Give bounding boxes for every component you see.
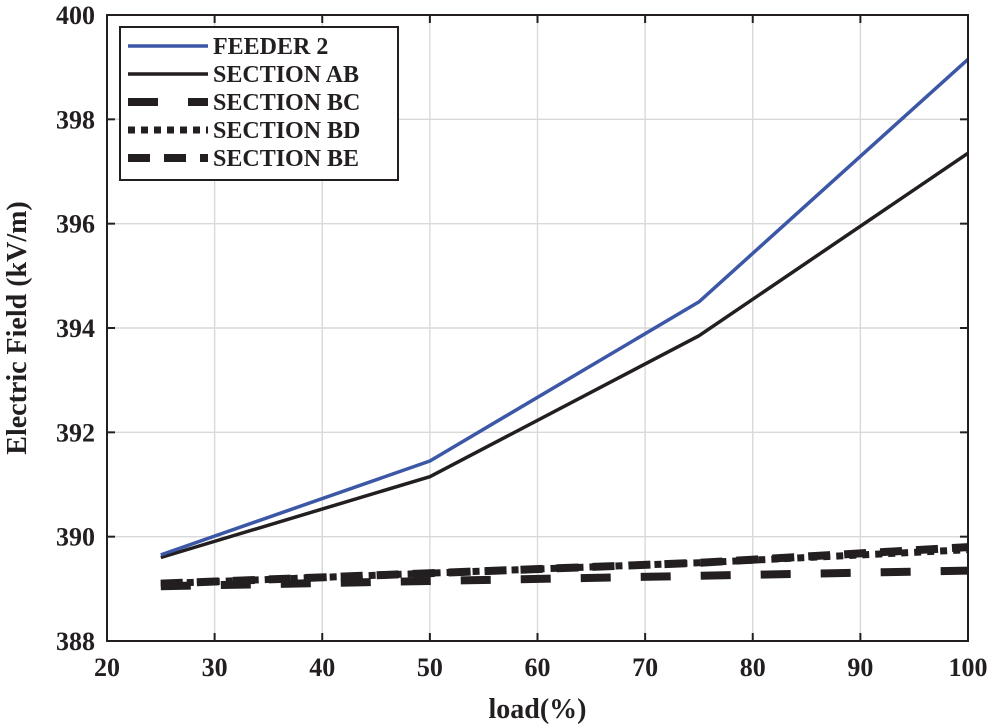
legend-label: SECTION AB bbox=[213, 62, 359, 88]
x-tick-labels: 20 30 40 50 60 70 80 90 100 bbox=[94, 653, 988, 682]
grid bbox=[106, 14, 969, 642]
y-tick-label: 396 bbox=[56, 210, 95, 239]
y-tick-labels: 388 390 392 394 396 398 400 bbox=[56, 1, 95, 656]
y-tick-label: 392 bbox=[56, 418, 95, 447]
legend-label: SECTION BD bbox=[213, 118, 360, 144]
x-tick-label: 30 bbox=[202, 653, 228, 682]
series-line-feeder-2 bbox=[160, 58, 970, 557]
x-tick-label: 70 bbox=[632, 653, 658, 682]
x-tick-label: 100 bbox=[949, 653, 988, 682]
x-tick-label: 80 bbox=[740, 653, 766, 682]
x-tick-label: 20 bbox=[94, 653, 120, 682]
series-line-section-ab bbox=[160, 151, 969, 560]
x-axis-label: load(%) bbox=[489, 694, 587, 725]
y-axis-label: Electric Field (kV/m) bbox=[2, 201, 33, 454]
x-tick-label: 40 bbox=[309, 653, 335, 682]
legend-label: FEEDER 2 bbox=[213, 34, 328, 60]
axis-ticks bbox=[106, 14, 969, 642]
legend-label: SECTION BE bbox=[213, 146, 359, 172]
series-lines bbox=[160, 58, 970, 591]
y-tick-label: 388 bbox=[56, 627, 95, 656]
x-tick-label: 50 bbox=[417, 653, 443, 682]
y-tick-label: 400 bbox=[56, 1, 95, 30]
y-tick-label: 390 bbox=[56, 523, 95, 552]
y-tick-label: 398 bbox=[56, 105, 95, 134]
x-tick-label: 60 bbox=[525, 653, 551, 682]
series-line-section-bc bbox=[160, 566, 969, 591]
series-line-section-be bbox=[160, 543, 969, 588]
y-tick-label: 394 bbox=[56, 314, 95, 343]
x-tick-label: 90 bbox=[847, 653, 873, 682]
legend-label: SECTION BC bbox=[213, 90, 360, 116]
